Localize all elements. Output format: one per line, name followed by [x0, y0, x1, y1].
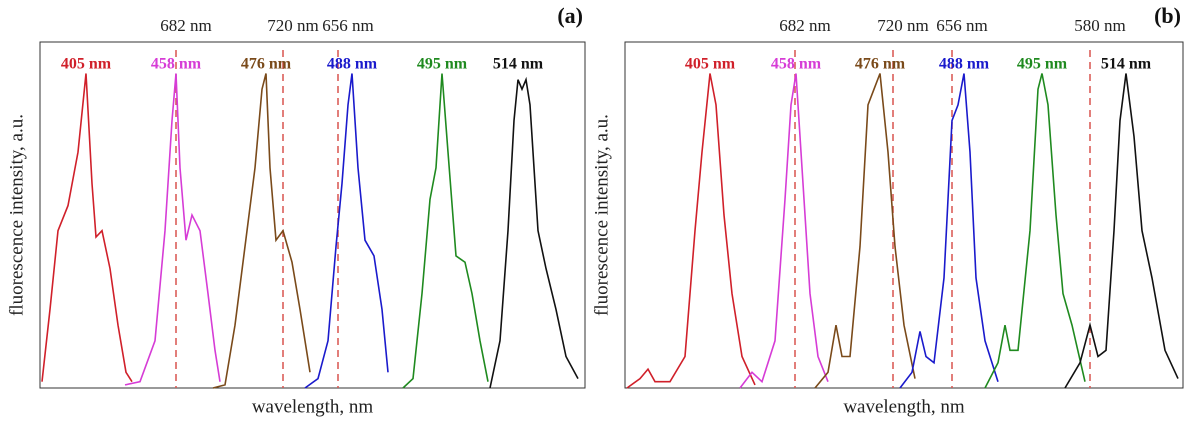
- plot-frame: [39, 41, 586, 389]
- panel-label: (a): [557, 3, 583, 28]
- series-label: 495 nm: [417, 56, 468, 73]
- series-label: 488 nm: [939, 56, 990, 73]
- series-label: 476 nm: [855, 56, 906, 73]
- spectrum-line: [489, 76, 579, 389]
- spectrum-line: [402, 73, 489, 389]
- series-label: 514 nm: [1101, 56, 1152, 73]
- series-label: 458 nm: [771, 56, 822, 73]
- series-label: 458 nm: [151, 56, 202, 73]
- spectrum-line: [814, 73, 916, 389]
- series-label: 495 nm: [1017, 56, 1068, 73]
- spectrum-line: [124, 73, 221, 386]
- series-label: 405 nm: [61, 56, 112, 73]
- spectrum-line: [41, 73, 133, 383]
- series-label: 514 nm: [493, 56, 544, 73]
- y-axis-label: fluorescence intensity, a.u.: [6, 114, 27, 316]
- spectrum-line: [212, 73, 311, 389]
- reference-label: 682 nm: [779, 16, 830, 35]
- plot-frame: [624, 41, 1184, 389]
- x-axis-label: wavelength, nm: [843, 396, 965, 417]
- reference-label: 580 nm: [1074, 16, 1125, 35]
- reference-label: 656 nm: [936, 16, 987, 35]
- series-label: 405 nm: [685, 56, 736, 73]
- panel-label: (b): [1154, 3, 1181, 28]
- spectrum-line: [304, 73, 389, 389]
- reference-label: 720 nm: [267, 16, 318, 35]
- series-label: 476 nm: [241, 56, 292, 73]
- spectrum-line: [626, 73, 756, 389]
- reference-label: 656 nm: [322, 16, 373, 35]
- spectrum-line: [739, 73, 829, 389]
- x-axis-label: wavelength, nm: [252, 396, 374, 417]
- spectrum-line: [1064, 73, 1179, 389]
- y-axis-label: fluorescence intensity, a.u.: [591, 114, 612, 316]
- reference-label: 682 nm: [160, 16, 211, 35]
- spectrum-line: [899, 73, 999, 389]
- reference-label: 720 nm: [877, 16, 928, 35]
- spectrum-line: [984, 73, 1086, 389]
- series-label: 488 nm: [327, 56, 378, 73]
